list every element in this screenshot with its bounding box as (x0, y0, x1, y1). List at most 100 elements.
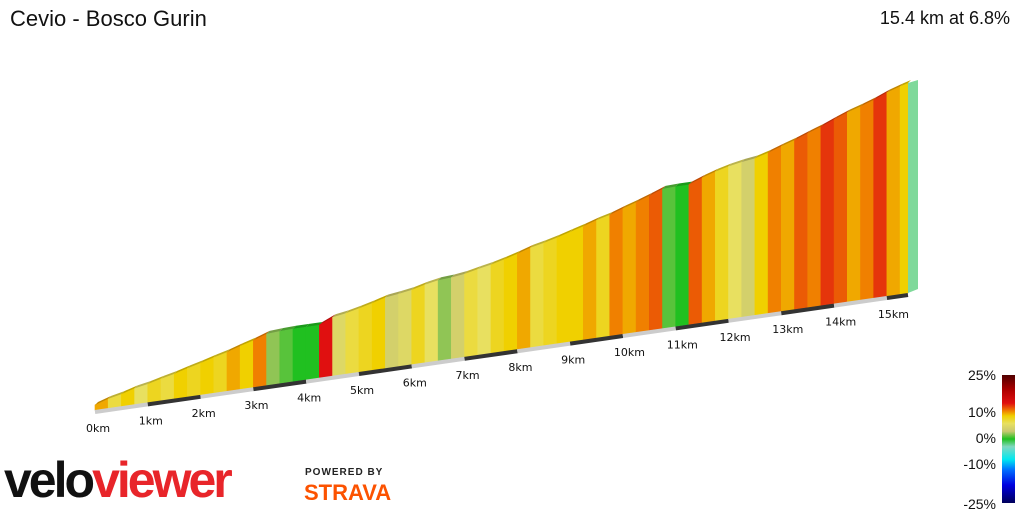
strava-logo[interactable]: STRAVA (304, 480, 392, 505)
gradient-segment (767, 145, 782, 314)
veloviewer-logo[interactable]: veloviewer (4, 452, 233, 508)
gradient-segment-top (372, 294, 389, 304)
gradient-segment-top (741, 155, 758, 162)
gradient-segment (807, 126, 822, 308)
gradient-segment-top (847, 103, 864, 113)
gradient-segment-top (807, 123, 824, 134)
gradient-segment (490, 258, 505, 354)
gradient-segment-top (688, 174, 706, 185)
gradient-segment (583, 219, 597, 341)
gradient-segment (886, 85, 901, 297)
gradient-segment (398, 289, 413, 367)
km-baseline-bar (728, 311, 782, 323)
gradient-segment-top (345, 305, 362, 314)
gradient-segment-top (319, 314, 336, 325)
km-baseline-bar (200, 387, 254, 399)
gradient-segment-top (398, 286, 415, 294)
gradient-segment-top (108, 391, 125, 399)
gradient-segment (635, 195, 650, 333)
legend-label: 10% (968, 404, 996, 420)
x-tick-label: 11km (667, 338, 698, 351)
x-tick-label: 15km (878, 308, 909, 321)
gradient-segment-top (543, 234, 560, 243)
gradient-segment (609, 207, 624, 337)
gradient-segment (517, 247, 531, 350)
x-tick-label: 10km (614, 346, 645, 359)
gradient-segment (345, 307, 360, 375)
gradient-segment-top (253, 330, 270, 341)
x-tick-label: 7km (456, 369, 480, 382)
gradient-segment (239, 339, 254, 390)
gradient-segment-top (794, 130, 811, 141)
gradient-segment (701, 171, 716, 323)
gradient-segment-top (477, 261, 494, 270)
gradient-segment (741, 158, 756, 318)
gradient-segment-top (820, 116, 838, 127)
gradient-segment-top (504, 250, 521, 260)
gradient-segment (649, 188, 663, 331)
gradient-segment-top (530, 239, 547, 248)
gradient-segment (187, 362, 201, 398)
legend-colorbar (1002, 375, 1015, 503)
km-baseline-bar (622, 326, 676, 339)
gradient-segment-top (451, 270, 468, 278)
legend-label: 0% (976, 430, 996, 446)
gradient-segment (820, 118, 835, 306)
gradient-segment (319, 316, 333, 379)
gradient-segment (437, 277, 452, 361)
climb-summary: 15.4 km at 6.8% (879, 8, 1010, 28)
gradient-segment-top (873, 89, 890, 100)
gradient-segment-top (213, 349, 230, 358)
gradient-segment (860, 99, 874, 301)
gradient-segment (279, 328, 294, 384)
gradient-segment-top (438, 274, 455, 281)
x-tick-label: 3km (244, 399, 268, 412)
gradient-segment-top (662, 183, 679, 189)
gradient-segment-top (517, 244, 534, 254)
gradient-segment-top (332, 310, 349, 318)
km-baseline-bar (781, 303, 835, 316)
x-tick-label: 13km (772, 323, 803, 336)
gradient-segment (728, 161, 743, 320)
gradient-segment-top (556, 228, 574, 238)
km-baseline-bar (675, 318, 729, 331)
km-baseline-bar (569, 334, 624, 346)
legend-label: -25% (963, 496, 996, 512)
km-baseline-bar (147, 394, 201, 407)
gradient-segment-top (358, 300, 376, 309)
gradient-segment-top (728, 158, 745, 167)
km-baseline-bar (94, 402, 149, 414)
climb-title: Cevio - Bosco Gurin (10, 6, 207, 31)
gradient-segment-top (900, 80, 911, 87)
gradient-segment (266, 330, 281, 386)
gradient-segment (899, 82, 909, 295)
gradient-segment-top (147, 375, 164, 384)
gradient-segment (292, 326, 307, 382)
gradient-segment-top (570, 223, 587, 232)
gradient-segment-top (279, 325, 296, 332)
gradient-segment (358, 302, 373, 373)
gradient-segment (543, 237, 558, 346)
gradient-segment (332, 312, 347, 377)
gradient-segment (477, 264, 492, 356)
gradient-segment-top (583, 217, 600, 227)
gradient-segment-top (121, 385, 138, 395)
legend-label: -10% (963, 456, 996, 472)
x-tick-label: 0km (86, 422, 110, 435)
gradient-segment (503, 253, 518, 352)
x-tick-label: 2km (192, 407, 216, 420)
gradient-segment (226, 345, 241, 392)
gradient-segment-top (95, 395, 112, 405)
gradient-segment-top (860, 96, 877, 107)
gradient-segment (622, 201, 637, 335)
gradient-segment (596, 214, 611, 339)
gradient-segment-top (174, 365, 191, 374)
gradient-segment (411, 284, 426, 365)
gradient-segment-top (834, 109, 851, 120)
gradient-segment (662, 186, 677, 329)
gradient-segment (688, 177, 703, 325)
gradient-segment-top (886, 83, 904, 93)
gradient-segment-top (622, 199, 640, 209)
x-tick-label: 6km (403, 376, 427, 389)
x-tick-label: 12km (720, 331, 751, 344)
